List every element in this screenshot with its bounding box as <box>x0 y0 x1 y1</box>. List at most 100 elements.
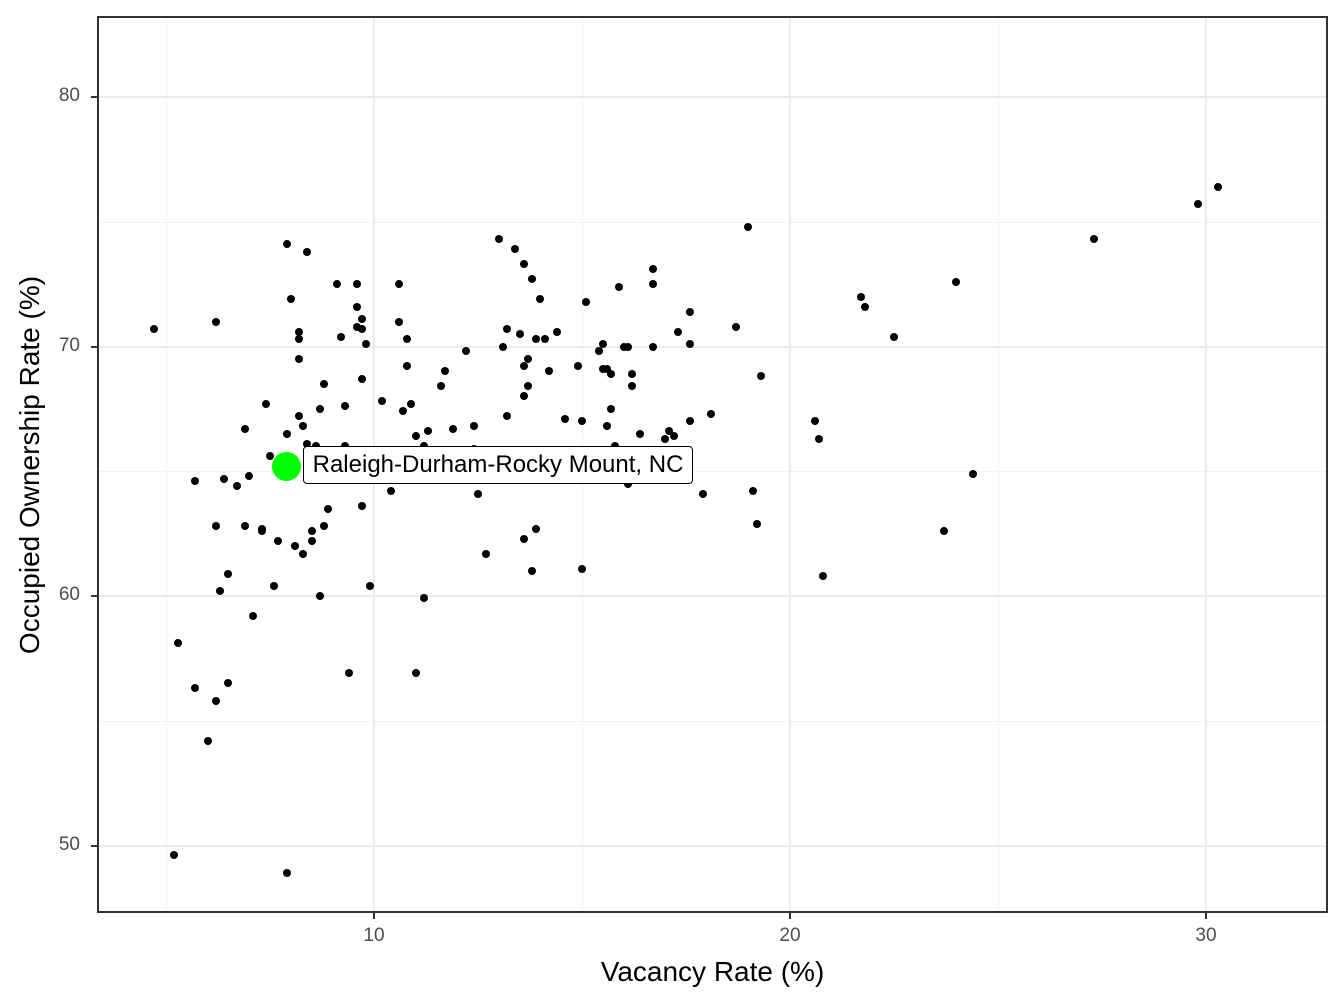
data-point <box>299 549 308 558</box>
data-point <box>890 332 898 341</box>
data-point <box>345 669 354 678</box>
data-point <box>320 522 329 531</box>
data-point <box>357 374 366 383</box>
data-point <box>282 868 291 877</box>
data-point <box>648 280 657 289</box>
data-point <box>860 302 869 311</box>
data-point <box>149 325 158 334</box>
data-point <box>332 280 341 289</box>
data-point <box>706 409 715 418</box>
data-point <box>669 432 678 441</box>
data-point <box>394 280 403 289</box>
data-point <box>748 487 757 496</box>
data-point <box>361 340 370 348</box>
data-point <box>224 679 233 688</box>
data-point <box>399 407 408 416</box>
data-point <box>756 372 765 381</box>
data-point <box>449 424 458 433</box>
data-point <box>969 469 978 478</box>
data-point <box>411 432 420 441</box>
data-point <box>573 362 582 371</box>
data-point <box>191 684 200 693</box>
x-tick-label: 30 <box>1195 925 1217 946</box>
y-tick <box>91 96 97 98</box>
data-point <box>523 382 532 391</box>
x-tick <box>373 913 375 919</box>
data-point <box>528 567 537 576</box>
grid-line-minor-x <box>166 18 167 911</box>
data-point <box>261 399 270 408</box>
data-point <box>648 265 657 274</box>
data-point <box>519 534 528 543</box>
data-point <box>411 669 420 678</box>
data-point <box>474 489 482 498</box>
y-tick <box>91 844 97 847</box>
grid-line-major-y <box>99 595 1326 597</box>
data-point <box>536 295 545 304</box>
data-point <box>519 392 528 401</box>
data-point <box>607 369 616 378</box>
data-point <box>598 364 607 373</box>
data-point <box>353 322 362 331</box>
data-point <box>615 282 624 291</box>
data-point <box>602 364 611 373</box>
data-point <box>424 427 433 436</box>
data-point <box>274 537 283 546</box>
data-point <box>211 522 220 531</box>
grid-line-major-x <box>789 18 791 911</box>
data-point <box>378 397 387 406</box>
data-point <box>686 340 695 348</box>
data-point <box>519 260 528 269</box>
data-point <box>1327 410 1328 418</box>
data-point <box>498 342 507 351</box>
data-point <box>295 412 304 421</box>
data-point <box>266 452 274 461</box>
data-point <box>673 327 682 336</box>
data-point <box>299 422 308 431</box>
data-point <box>602 422 611 431</box>
data-point <box>315 592 324 600</box>
data-point <box>503 325 512 334</box>
data-point <box>515 330 524 339</box>
x-tick-label: 10 <box>363 925 385 946</box>
data-point <box>686 417 695 426</box>
data-point <box>419 594 428 603</box>
data-point <box>598 340 607 348</box>
y-tick-label: 70 <box>58 334 80 356</box>
grid-line-major-x <box>1205 18 1207 911</box>
data-point <box>282 240 291 249</box>
data-point <box>241 522 250 531</box>
data-point <box>436 382 445 391</box>
data-point <box>627 369 636 378</box>
data-point <box>211 317 220 326</box>
data-point <box>686 307 695 316</box>
x-tick-label: 20 <box>779 925 801 946</box>
data-point <box>282 429 291 438</box>
data-point <box>249 611 258 620</box>
grid-line-minor-y <box>99 720 1326 722</box>
data-point <box>544 367 553 376</box>
grid-line-minor-y <box>99 221 1326 223</box>
data-point <box>561 414 570 423</box>
data-point <box>386 487 395 496</box>
data-point <box>407 399 416 408</box>
data-point <box>810 417 819 426</box>
data-point <box>582 297 591 306</box>
data-point <box>170 851 179 860</box>
grid-line-minor-x <box>998 18 999 911</box>
y-tick <box>91 595 97 597</box>
data-point <box>315 404 324 413</box>
data-point <box>174 639 183 648</box>
data-point <box>939 527 948 536</box>
data-point <box>211 696 220 705</box>
data-point <box>286 295 295 304</box>
x-tick <box>1205 913 1207 919</box>
data-point <box>731 322 740 331</box>
data-point <box>523 354 532 363</box>
highlight-point <box>272 451 302 481</box>
data-point <box>815 434 824 443</box>
data-point <box>752 519 761 528</box>
data-point <box>636 429 645 438</box>
data-point <box>661 434 670 443</box>
data-point <box>1193 200 1202 209</box>
